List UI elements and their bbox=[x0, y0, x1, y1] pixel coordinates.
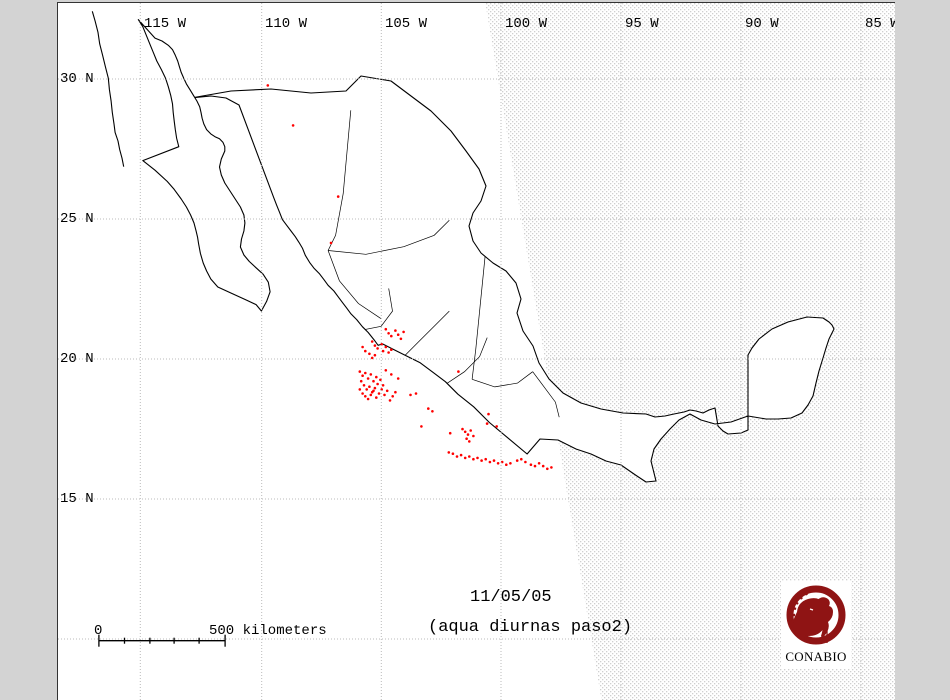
svg-text:CONABIO: CONABIO bbox=[785, 649, 846, 664]
